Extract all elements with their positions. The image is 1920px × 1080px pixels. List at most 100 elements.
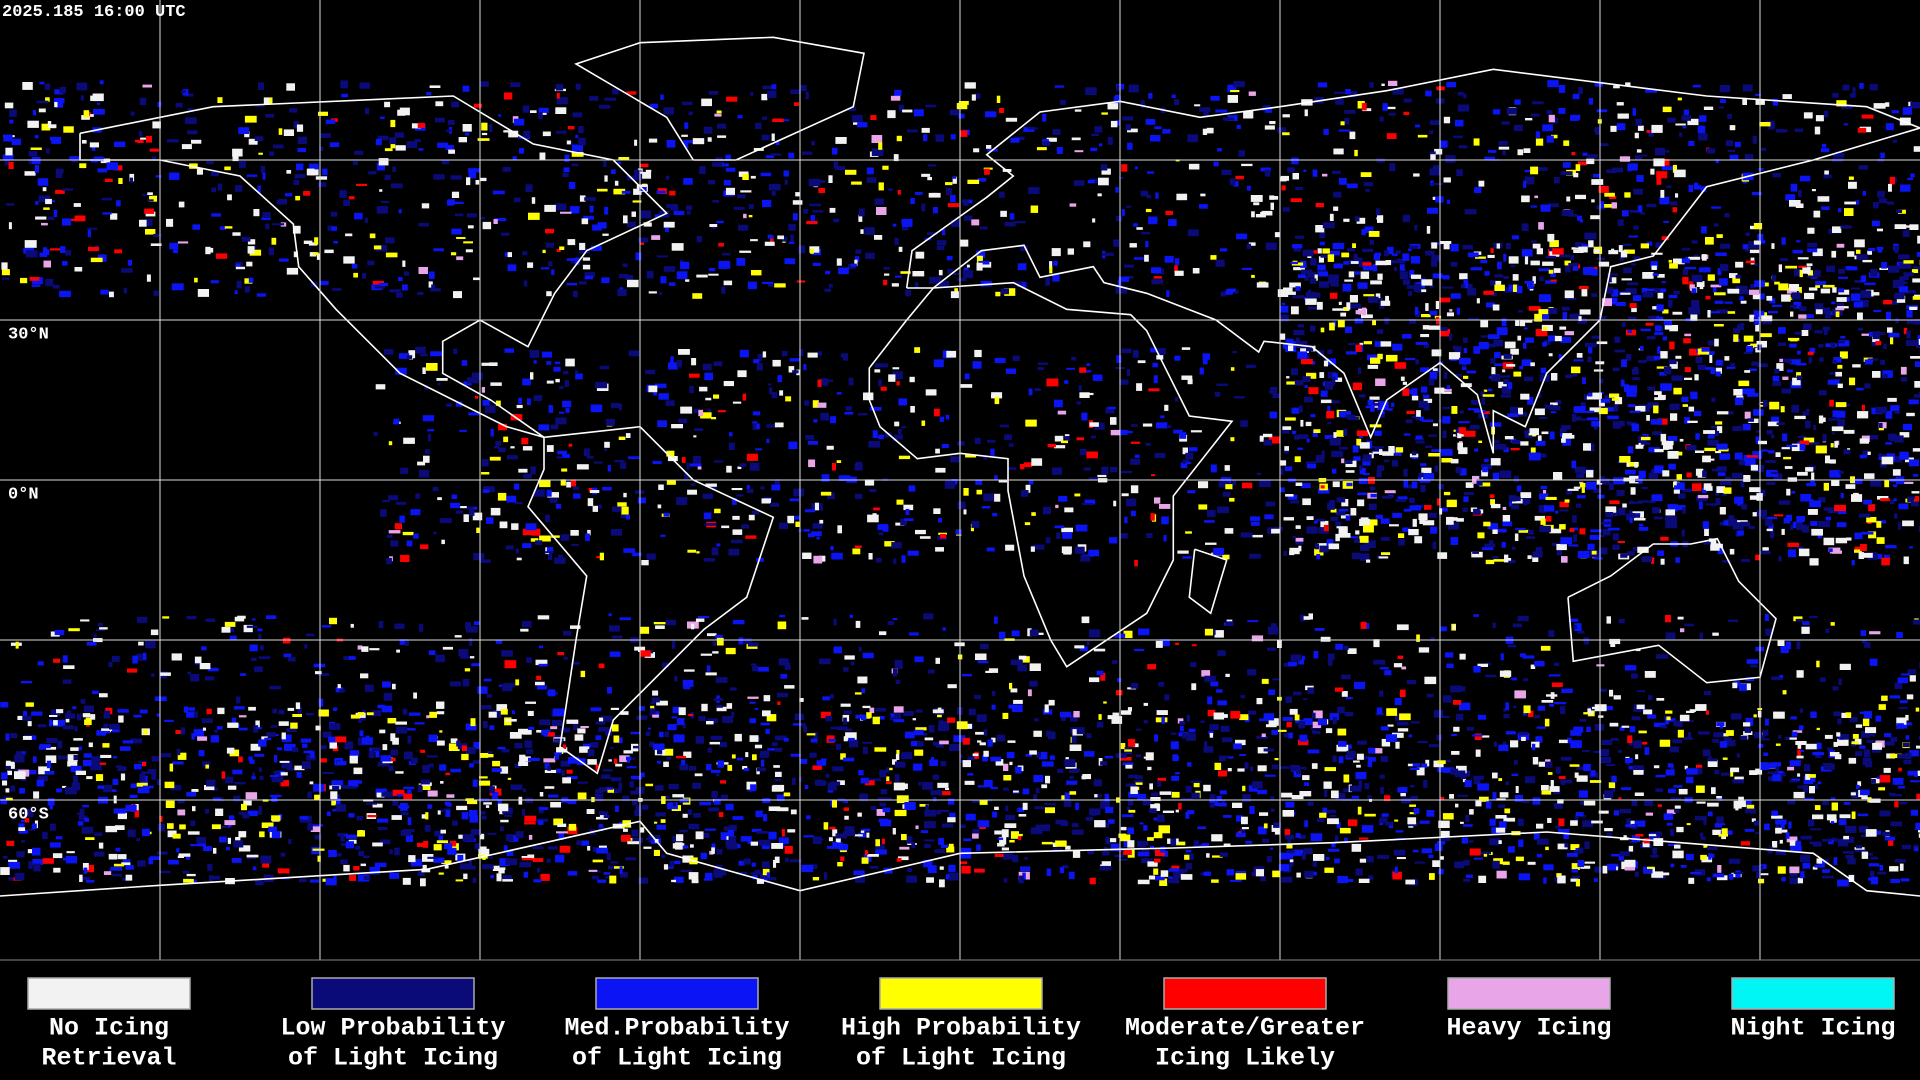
- icing-speck: [1505, 731, 1516, 735]
- icing-speck: [903, 711, 914, 716]
- icing-speck: [862, 652, 874, 659]
- icing-speck: [680, 406, 693, 414]
- icing-speck: [1225, 621, 1234, 626]
- icing-speck: [1523, 342, 1527, 349]
- icing-speck: [1591, 820, 1603, 824]
- icing-speck: [402, 708, 408, 715]
- icing-speck: [487, 832, 497, 835]
- icing-speck: [548, 794, 559, 798]
- icing-speck: [1896, 631, 1903, 638]
- icing-speck: [228, 815, 235, 820]
- icing-speck: [653, 622, 666, 625]
- icing-speck: [322, 771, 335, 774]
- icing-speck: [680, 869, 693, 872]
- icing-speck: [1660, 536, 1669, 541]
- icing-speck: [1439, 241, 1452, 244]
- icing-speck: [1805, 743, 1818, 750]
- icing-speck: [727, 828, 735, 836]
- icing-speck: [472, 877, 477, 883]
- icing-speck: [1830, 752, 1840, 757]
- icing-speck: [110, 866, 123, 871]
- icing-speck: [1303, 698, 1308, 701]
- icing-speck: [844, 411, 854, 415]
- icing-speck: [880, 386, 887, 391]
- icing-speck: [296, 772, 302, 778]
- icing-speck: [671, 716, 677, 719]
- icing-speck: [1379, 690, 1384, 697]
- icing-speck: [1426, 810, 1435, 817]
- icing-speck: [1300, 346, 1309, 353]
- icing-speck: [1757, 489, 1766, 497]
- icing-speck: [33, 863, 41, 872]
- icing-speck: [977, 740, 982, 743]
- icing-speck: [1717, 865, 1722, 873]
- icing-speck: [122, 859, 131, 863]
- icing-speck: [1208, 730, 1214, 735]
- icing-speck: [1569, 313, 1581, 320]
- icing-speck: [1066, 780, 1078, 785]
- icing-speck: [522, 809, 526, 816]
- icing-speck: [1503, 713, 1510, 719]
- icing-speck: [862, 741, 872, 744]
- icing-speck: [972, 361, 982, 369]
- icing-speck: [1856, 249, 1861, 254]
- icing-speck: [282, 637, 291, 644]
- icing-speck: [1519, 653, 1526, 658]
- icing-speck: [1263, 439, 1272, 446]
- icing-speck: [691, 879, 699, 884]
- icing-speck: [1560, 706, 1566, 715]
- icing-speck: [1577, 630, 1585, 634]
- icing-speck: [1120, 743, 1126, 750]
- icing-speck: [1532, 556, 1539, 562]
- icing-speck: [1730, 767, 1740, 773]
- icing-speck: [692, 784, 699, 788]
- icing-speck: [1352, 382, 1362, 391]
- icing-speck: [1705, 295, 1711, 300]
- icing-speck: [1493, 741, 1497, 747]
- icing-speck: [1149, 845, 1154, 849]
- icing-speck: [1442, 767, 1455, 773]
- icing-speck: [498, 868, 505, 874]
- icing-speck: [879, 769, 887, 778]
- icing-speck: [531, 528, 541, 536]
- icing-speck: [1665, 521, 1678, 529]
- icing-speck: [287, 707, 295, 711]
- icing-speck: [1411, 481, 1418, 489]
- icing-speck: [1518, 529, 1530, 533]
- icing-speck: [638, 877, 648, 884]
- icing-speck: [1712, 873, 1725, 878]
- icing-speck: [974, 694, 981, 700]
- icing-speck: [471, 506, 478, 510]
- icing-speck: [1743, 722, 1751, 727]
- icing-speck: [1644, 800, 1653, 807]
- icing-speck: [1353, 681, 1365, 690]
- icing-speck: [1266, 856, 1272, 863]
- icing-speck: [1811, 778, 1816, 782]
- icing-speck: [738, 860, 745, 866]
- icing-speck: [463, 873, 468, 880]
- icing-speck: [1351, 795, 1360, 799]
- icing-speck: [1429, 744, 1439, 748]
- icing-speck: [472, 512, 483, 521]
- icing-speck: [1306, 354, 1310, 361]
- icing-speck: [595, 381, 608, 389]
- icing-speck: [552, 708, 565, 716]
- icing-speck: [963, 838, 972, 842]
- icing-speck: [1796, 641, 1801, 650]
- icing-speck: [564, 380, 570, 387]
- icing-speck: [1773, 711, 1785, 719]
- icing-speck: [1903, 481, 1914, 484]
- icing-speck: [852, 548, 861, 555]
- icing-speck: [1209, 803, 1215, 808]
- icing-speck: [562, 400, 572, 408]
- icing-speck: [1365, 405, 1373, 409]
- icing-speck: [1209, 733, 1214, 738]
- icing-speck: [1879, 462, 1887, 468]
- icing-speck: [544, 786, 555, 789]
- icing-speck: [1778, 770, 1784, 774]
- icing-speck: [1609, 689, 1614, 697]
- icing-speck: [1535, 736, 1543, 743]
- icing-speck: [1467, 287, 1476, 296]
- icing-speck: [1480, 391, 1485, 397]
- icing-speck: [679, 764, 689, 771]
